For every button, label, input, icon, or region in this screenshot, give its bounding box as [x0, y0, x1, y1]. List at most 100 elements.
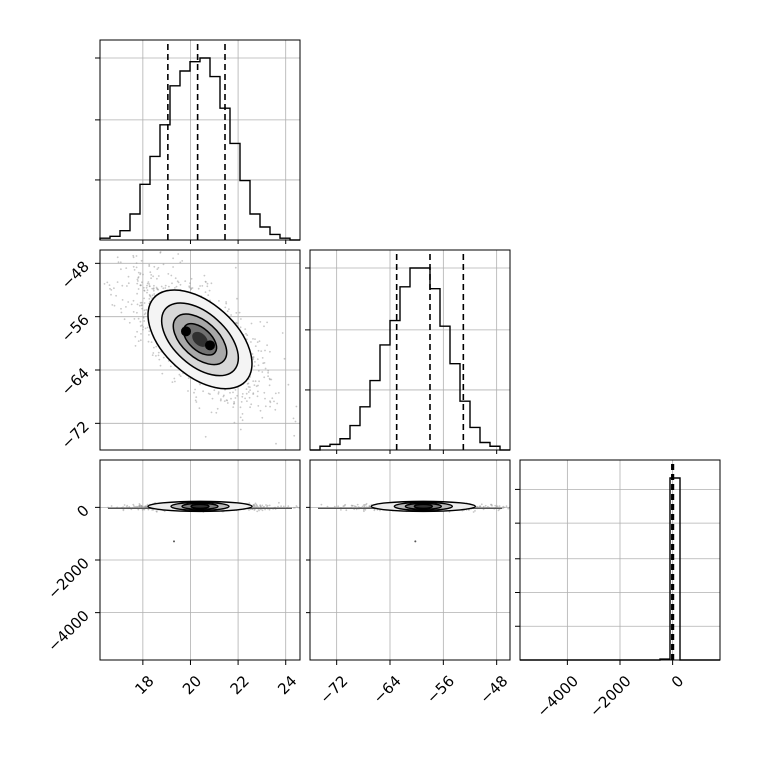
x-tick-label-p0: 22	[227, 672, 253, 698]
scatter-point	[134, 345, 137, 347]
scatter-point	[264, 508, 266, 511]
scatter-point	[148, 330, 151, 333]
scatter-point	[127, 301, 130, 303]
scatter-point	[235, 312, 238, 314]
scatter-point	[296, 506, 299, 509]
scatter-point	[174, 277, 177, 280]
scatter-point	[236, 297, 238, 300]
scatter-point	[241, 419, 244, 422]
scatter-point	[264, 397, 266, 400]
scatter-point	[137, 288, 140, 290]
scatter-point	[274, 392, 277, 395]
scatter-point	[507, 507, 510, 510]
scatter-point	[156, 268, 159, 270]
scatter-point	[261, 371, 264, 373]
scatter-point	[344, 503, 347, 506]
scatter-point	[268, 508, 271, 511]
x-tick-label-p2: −2000	[586, 672, 635, 721]
scatter-point	[141, 508, 144, 511]
scatter-point	[512, 506, 514, 508]
scatter-point	[228, 308, 230, 311]
scatter-point	[145, 308, 148, 311]
scatter-point	[174, 287, 176, 289]
scatter-point	[275, 442, 277, 445]
scatter-point	[505, 505, 508, 508]
x-tick-label-p1: −56	[423, 672, 458, 707]
scatter-point	[263, 391, 266, 394]
scatter-point	[226, 399, 229, 402]
scatter-point	[179, 375, 182, 377]
scatter-point	[257, 364, 260, 367]
scatter-point	[483, 506, 485, 508]
scatter-point	[254, 361, 256, 363]
scatter-point	[236, 394, 239, 397]
scatter-point	[155, 345, 158, 348]
scatter-point	[361, 505, 364, 508]
scatter-point	[139, 301, 142, 304]
scatter-point	[135, 262, 138, 264]
scatter-point	[267, 371, 269, 374]
scatter-point	[271, 397, 274, 400]
scatter-point	[120, 307, 122, 310]
y-tick-label-p1: −48	[58, 257, 93, 292]
scatter-point	[136, 278, 139, 281]
scatter-point	[468, 509, 470, 511]
scatter-point	[264, 405, 267, 408]
scatter-point	[248, 396, 251, 399]
scatter-point	[156, 510, 158, 513]
scatter-point	[230, 314, 233, 316]
scatter-point	[252, 393, 255, 395]
scatter-point	[239, 326, 242, 329]
scatter-point	[149, 295, 152, 298]
scatter-point	[153, 265, 156, 268]
scatter-point	[168, 285, 170, 288]
hist-panel-p0	[95, 39, 301, 241]
scatter-point	[142, 328, 144, 331]
scatter-point	[230, 397, 232, 400]
scatter-point	[137, 276, 140, 278]
scatter-point	[178, 373, 181, 376]
scatter-point	[245, 338, 248, 341]
scatter-point	[292, 417, 295, 420]
scatter-point	[138, 304, 141, 307]
scatter-point	[267, 375, 269, 378]
scatter-point	[132, 311, 135, 313]
hist-panel-p2	[515, 459, 721, 661]
scatter-point	[204, 291, 207, 293]
scatter-point	[148, 298, 151, 300]
scatter-point	[177, 253, 180, 255]
scatter-point	[276, 402, 279, 405]
scatter-point	[167, 273, 170, 275]
scatter-point	[206, 282, 209, 285]
scatter-point	[252, 356, 255, 358]
scatter-point	[261, 416, 264, 419]
scatter-point	[155, 355, 157, 357]
scatter-point	[229, 391, 231, 394]
scatter-point	[238, 311, 241, 314]
panel-content	[107, 500, 300, 543]
scatter-point	[189, 282, 191, 285]
scatter-point	[379, 509, 381, 512]
scatter-point	[224, 306, 227, 309]
scatter-point	[512, 507, 514, 509]
scatter-point	[126, 285, 128, 287]
scatter-point	[67, 232, 69, 234]
scatter-point	[269, 350, 271, 353]
scatter-point	[209, 393, 211, 395]
scatter-point	[152, 289, 155, 292]
scatter-point	[277, 392, 280, 394]
scatter-point	[295, 505, 298, 507]
scatter-point	[133, 505, 135, 507]
scatter-point	[140, 304, 143, 307]
scatter-point	[287, 383, 290, 386]
scatter-point	[226, 402, 229, 404]
x-tick-label-p2: 0	[668, 672, 687, 691]
scatter-point	[138, 505, 141, 508]
scatter-point	[264, 367, 267, 370]
scatter-point	[253, 384, 256, 386]
scatter-point	[120, 311, 123, 314]
scatter-point	[264, 349, 266, 352]
scatter-point	[179, 283, 182, 286]
panel-frame	[99, 249, 301, 451]
scatter-point	[260, 350, 263, 352]
